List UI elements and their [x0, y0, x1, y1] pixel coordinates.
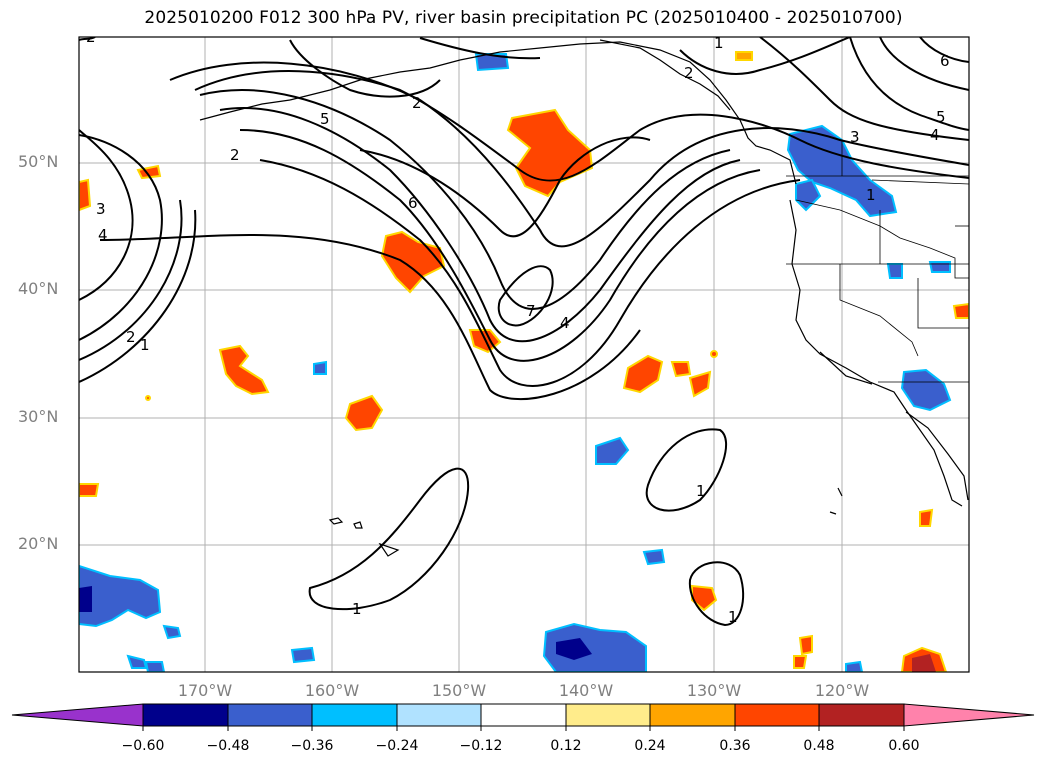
lat-label: 30°N	[18, 407, 59, 426]
precip-negative-areas	[79, 53, 952, 672]
lon-label: 160°W	[304, 681, 360, 700]
lon-label: 150°W	[431, 681, 487, 700]
colorbar-tick-label: −0.48	[206, 738, 250, 754]
lon-label: 140°W	[558, 681, 614, 700]
contour-label: 1	[866, 186, 876, 204]
coastlines	[199, 39, 969, 557]
contour-label: 1	[352, 600, 362, 618]
contour-labels: 2 5 2 3 4 6 2 1 7 4 1 1 1 3 4 5 6 2 1 2 …	[86, 28, 950, 626]
colorbar-extend-min	[11, 703, 144, 727]
map-frame	[78, 36, 970, 673]
colorbar-tick-label: −0.36	[290, 738, 334, 754]
contour-label: 2	[230, 146, 240, 164]
contour-label: 6	[408, 194, 418, 212]
contour-label: 1	[728, 608, 738, 626]
colorbar	[11, 703, 1035, 731]
contour-label: 1	[140, 336, 150, 354]
colorbar-tick-label: 0.12	[550, 738, 582, 754]
colorbar-tick-label: 0.36	[719, 738, 751, 754]
colorbar-extend-max	[903, 703, 1035, 727]
contour-label: 4	[930, 126, 940, 144]
lon-label: 130°W	[686, 681, 742, 700]
colorbar-tick-label: −0.24	[375, 738, 419, 754]
contour-label: 7	[526, 302, 536, 320]
lat-label: 20°N	[18, 534, 59, 553]
contour-label: 6	[940, 52, 950, 70]
lat-label: 50°N	[18, 152, 59, 171]
contour-label: 1	[714, 34, 724, 52]
lon-label: 170°W	[177, 681, 233, 700]
contour-label: 4	[560, 314, 570, 332]
contour-label: 5	[936, 108, 946, 126]
contour-label: 5	[320, 110, 330, 128]
political-boundaries	[786, 140, 969, 383]
lon-label: 120°W	[814, 681, 870, 700]
colorbar-tick-label: −0.60	[121, 738, 165, 754]
contour-label: 1	[696, 482, 706, 500]
contour-label: 3	[850, 128, 860, 146]
contour-label: 3	[96, 200, 106, 218]
colorbar-tick-label: 0.60	[888, 738, 920, 754]
contour-label: 2	[412, 94, 422, 112]
pv-contours	[79, 37, 969, 627]
contour-label: 4	[98, 226, 108, 244]
colorbar-tick-label: 0.48	[803, 738, 835, 754]
contour-label: 2	[684, 64, 694, 82]
colorbar-tick-label: −0.12	[459, 738, 503, 754]
lat-label: 40°N	[18, 279, 59, 298]
contour-label: 2	[86, 28, 96, 46]
map-title: 2025010200 F012 300 hPa PV, river basin …	[144, 8, 903, 28]
colorbar-tick-label: 0.24	[634, 738, 666, 754]
contour-label: 2	[126, 328, 136, 346]
